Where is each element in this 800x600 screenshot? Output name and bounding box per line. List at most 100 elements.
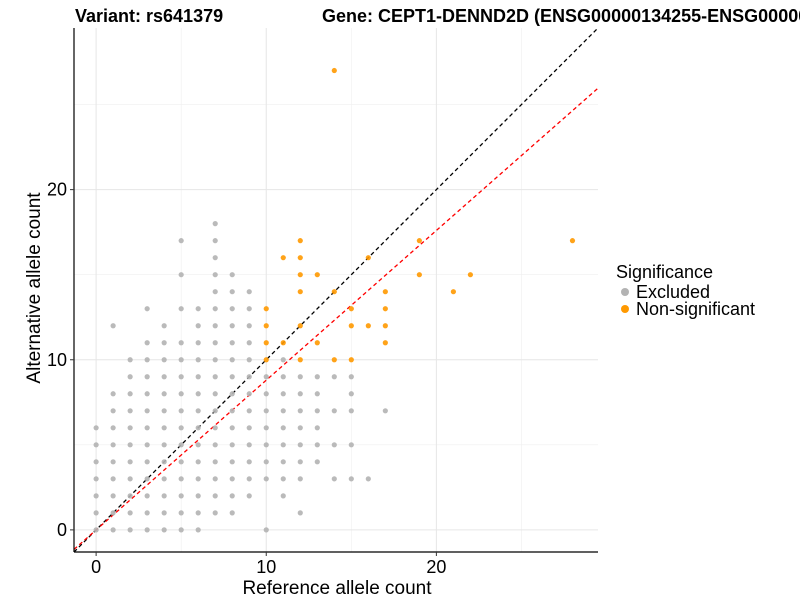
- point-non-significant: [297, 289, 303, 295]
- point-excluded: [314, 425, 320, 431]
- point-non-significant: [280, 255, 286, 261]
- point-excluded: [246, 493, 252, 499]
- point-excluded: [280, 459, 286, 465]
- point-excluded: [229, 289, 235, 295]
- point-excluded: [297, 391, 303, 397]
- point-excluded: [110, 425, 116, 431]
- point-excluded: [229, 442, 235, 448]
- point-excluded: [348, 442, 354, 448]
- point-non-significant: [263, 306, 269, 312]
- point-excluded: [110, 408, 116, 414]
- point-excluded: [127, 442, 133, 448]
- point-excluded: [280, 357, 286, 363]
- point-excluded: [161, 357, 167, 363]
- point-excluded: [127, 357, 133, 363]
- point-non-significant: [263, 323, 269, 329]
- point-excluded: [212, 442, 218, 448]
- point-excluded: [229, 510, 235, 516]
- point-excluded: [93, 493, 99, 499]
- point-excluded: [161, 476, 167, 482]
- point-excluded: [212, 391, 218, 397]
- point-excluded: [144, 459, 150, 465]
- x-tick-label: 0: [91, 557, 101, 577]
- point-excluded: [229, 459, 235, 465]
- point-excluded: [229, 374, 235, 380]
- point-excluded: [93, 527, 99, 533]
- point-excluded: [263, 374, 269, 380]
- point-excluded: [280, 408, 286, 414]
- point-excluded: [263, 527, 269, 533]
- point-non-significant: [331, 67, 337, 74]
- point-excluded: [127, 459, 133, 465]
- point-excluded: [212, 459, 218, 465]
- point-excluded: [144, 527, 150, 533]
- point-excluded: [195, 391, 201, 397]
- point-non-significant: [331, 289, 337, 295]
- point-excluded: [127, 374, 133, 380]
- point-excluded: [178, 306, 184, 312]
- point-excluded: [195, 425, 201, 431]
- point-non-significant: [382, 306, 388, 312]
- point-excluded: [280, 374, 286, 380]
- point-excluded: [161, 442, 167, 448]
- point-excluded: [144, 493, 150, 499]
- point-excluded: [144, 425, 150, 431]
- point-excluded: [263, 476, 269, 482]
- point-excluded: [331, 408, 337, 414]
- point-excluded: [280, 493, 286, 499]
- point-non-significant: [314, 272, 320, 278]
- point-excluded: [144, 306, 150, 312]
- point-excluded: [178, 476, 184, 482]
- point-excluded: [229, 391, 235, 397]
- point-excluded: [212, 289, 218, 295]
- point-excluded: [195, 510, 201, 516]
- point-non-significant: [331, 357, 337, 363]
- point-excluded: [178, 408, 184, 414]
- point-excluded: [348, 374, 354, 380]
- point-excluded: [161, 510, 167, 516]
- point-excluded: [212, 357, 218, 363]
- point-excluded: [127, 493, 133, 499]
- point-excluded: [229, 323, 235, 329]
- point-excluded: [178, 340, 184, 346]
- reference-lines: [73, 27, 599, 553]
- point-excluded: [212, 221, 218, 227]
- point-excluded: [127, 391, 133, 397]
- point-excluded: [212, 493, 218, 499]
- legend-label: Excluded: [636, 282, 710, 302]
- point-excluded: [246, 340, 252, 346]
- reference-line-identity: [73, 27, 599, 553]
- point-non-significant: [569, 238, 576, 244]
- point-excluded: [297, 476, 303, 482]
- point-excluded: [229, 340, 235, 346]
- point-excluded: [246, 442, 252, 448]
- point-excluded: [144, 391, 150, 397]
- point-excluded: [178, 425, 184, 431]
- x-tick-label: 20: [426, 557, 446, 577]
- point-excluded: [280, 425, 286, 431]
- point-excluded: [246, 306, 252, 312]
- point-excluded: [127, 425, 133, 431]
- point-excluded: [161, 425, 167, 431]
- point-excluded: [314, 459, 320, 465]
- point-excluded: [127, 476, 133, 482]
- point-excluded: [178, 374, 184, 380]
- point-excluded: [331, 442, 337, 448]
- point-excluded: [161, 391, 167, 397]
- point-excluded: [297, 425, 303, 431]
- point-excluded: [178, 459, 184, 465]
- point-excluded: [195, 459, 201, 465]
- point-excluded: [161, 340, 167, 346]
- point-excluded: [246, 374, 252, 380]
- point-excluded: [178, 442, 184, 448]
- point-excluded: [212, 272, 218, 278]
- point-excluded: [229, 272, 235, 278]
- chart-title-variant: Variant: rs641379: [75, 6, 223, 26]
- point-excluded: [246, 391, 252, 397]
- point-excluded: [263, 459, 269, 465]
- point-excluded: [297, 459, 303, 465]
- point-excluded: [161, 408, 167, 414]
- point-excluded: [297, 510, 303, 516]
- point-non-significant: [297, 238, 303, 244]
